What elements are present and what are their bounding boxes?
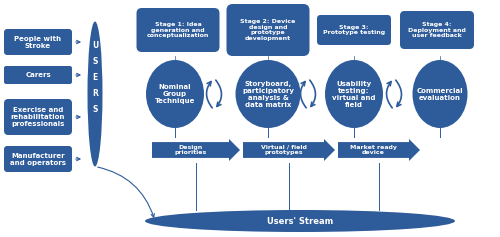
Text: S: S [92,56,98,65]
Text: Virtual / field
prototypes: Virtual / field prototypes [260,145,306,155]
Text: E: E [92,73,98,82]
Text: People with
Stroke: People with Stroke [14,36,62,49]
FancyBboxPatch shape [317,15,391,45]
Text: R: R [92,88,98,97]
FancyBboxPatch shape [4,146,72,172]
Text: Stage 3:
Prototype testing: Stage 3: Prototype testing [323,25,385,35]
Text: Stage 4:
Deployment and
user feedback: Stage 4: Deployment and user feedback [408,22,466,38]
Polygon shape [243,139,335,161]
FancyBboxPatch shape [4,29,72,55]
Text: Design
priorities: Design priorities [174,145,206,155]
Text: Storyboard,
participatory
analysis &
data matrix: Storyboard, participatory analysis & dat… [242,81,294,108]
Text: Market ready
device: Market ready device [350,145,397,155]
FancyBboxPatch shape [226,4,310,56]
Text: Exercise and
rehabilitation
professionals: Exercise and rehabilitation professional… [11,107,65,127]
Ellipse shape [145,210,455,232]
Ellipse shape [88,22,102,167]
Polygon shape [152,139,240,161]
Text: Stage 1: Idea
generation and
conceptualization: Stage 1: Idea generation and conceptuali… [147,22,209,38]
Ellipse shape [236,60,300,128]
Ellipse shape [146,60,204,128]
Ellipse shape [325,60,383,128]
Text: S: S [92,105,98,114]
Text: U: U [92,41,98,50]
FancyBboxPatch shape [136,8,220,52]
Text: Usability
testing:
virtual and
field: Usability testing: virtual and field [332,81,376,108]
FancyBboxPatch shape [400,11,474,49]
Text: Commercial
evaluation: Commercial evaluation [416,87,464,100]
Text: Nominal
Group
Technique: Nominal Group Technique [155,84,195,104]
Text: Manufacturer
and operators: Manufacturer and operators [10,152,66,165]
Text: Stage 2: Device
design and
prototype
development: Stage 2: Device design and prototype dev… [240,19,296,41]
Text: Carers: Carers [25,72,51,78]
FancyBboxPatch shape [4,66,72,84]
Text: Users' Stream: Users' Stream [267,217,333,225]
Polygon shape [338,139,420,161]
Ellipse shape [412,60,468,128]
FancyBboxPatch shape [4,99,72,135]
